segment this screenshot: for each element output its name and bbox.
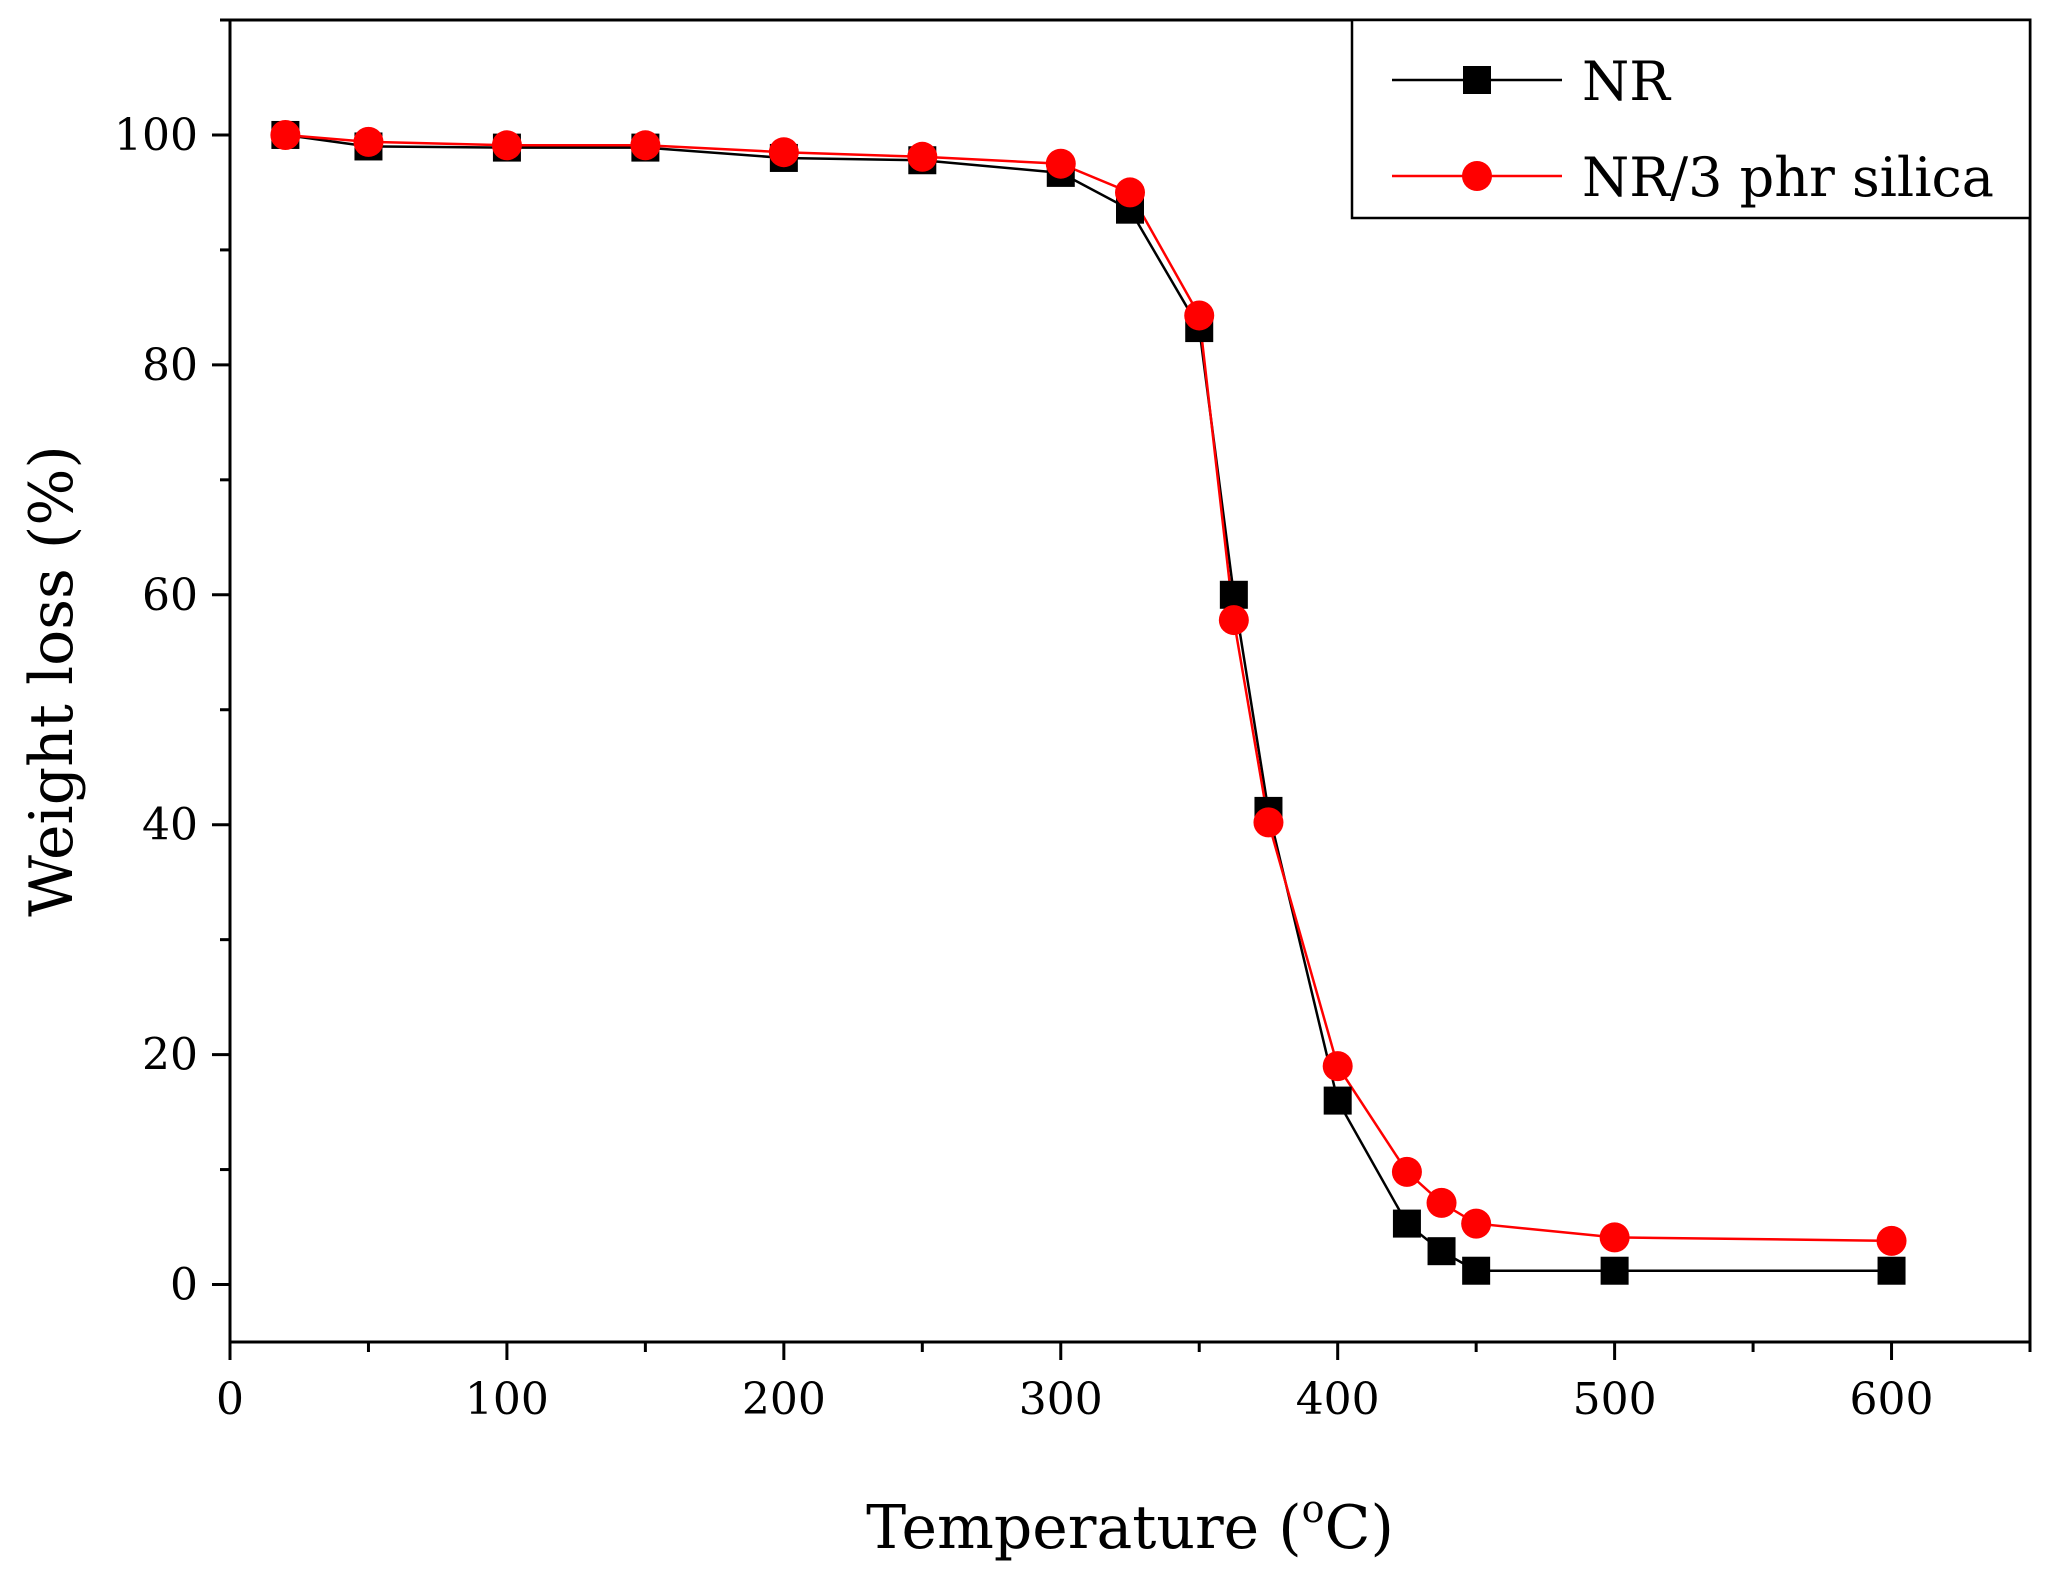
legend-marker-nr (1463, 66, 1491, 94)
y-tick-label: 0 (170, 1260, 198, 1311)
series-1-point (1391, 1156, 1422, 1187)
y-tick-label: 80 (142, 340, 198, 391)
series-1-point (1322, 1051, 1353, 1082)
plot-frame (228, 18, 2032, 1344)
series-0-point (1462, 1256, 1491, 1285)
series-1-point (1115, 177, 1145, 208)
series-0-point (1323, 1086, 1352, 1115)
y-tick-label: 40 (142, 800, 198, 851)
series-1-point (270, 119, 301, 150)
legend-label-silica: NR/3 phr silica (1582, 146, 1994, 209)
y-axis-title: Weight loss (%) (17, 445, 87, 917)
series-0-point (1427, 1237, 1456, 1266)
legend-label-nr: NR (1582, 50, 1671, 113)
series-1-point (768, 137, 799, 168)
x-tick-label: 600 (1850, 1374, 1934, 1425)
series-markers (270, 119, 1907, 1285)
series-1-point (1461, 1208, 1492, 1239)
x-axis-title: Temperature (oC) (866, 1487, 1394, 1563)
series-1-point (1426, 1187, 1457, 1218)
x-tick-label: 200 (742, 1374, 826, 1425)
y-tick-label: 20 (142, 1030, 198, 1081)
series-1-point (907, 141, 938, 172)
series-1-point (1876, 1225, 1907, 1256)
series-lines (285, 133, 1892, 1272)
x-tick-label: 100 (465, 1374, 549, 1425)
series-line-1 (285, 133, 1892, 1243)
legend: NR NR/3 phr silica (1350, 18, 2032, 220)
y-tick-label: 100 (114, 110, 198, 161)
x-tick-label: 0 (216, 1374, 244, 1425)
series-1-point (491, 130, 522, 161)
x-axis-ticks: 0 100 200 300 400 500 600 (216, 1342, 2032, 1425)
y-tick-label: 60 (142, 570, 198, 621)
series-0-point (1600, 1256, 1629, 1285)
series-0-point (1392, 1209, 1421, 1238)
y-axis-ticks: 0 20 40 60 80 100 (114, 18, 230, 1311)
x-tick-label: 400 (1296, 1374, 1380, 1425)
x-tick-label: 500 (1573, 1374, 1657, 1425)
legend-marker-silica (1462, 161, 1492, 191)
series-0-point (1219, 580, 1248, 609)
series-1-point (630, 130, 661, 161)
x-tick-label: 300 (1019, 1374, 1103, 1425)
series-1-point (1599, 1222, 1630, 1253)
series-0-point (1877, 1256, 1906, 1285)
series-1-point (1045, 148, 1076, 179)
series-1-point (1253, 807, 1284, 838)
series-1-point (1184, 300, 1215, 331)
series-1-point (1218, 605, 1249, 636)
series-line-0 (285, 133, 1892, 1272)
x-axis-unit-superscript: o (1302, 1487, 1325, 1531)
series-1-point (353, 126, 384, 157)
